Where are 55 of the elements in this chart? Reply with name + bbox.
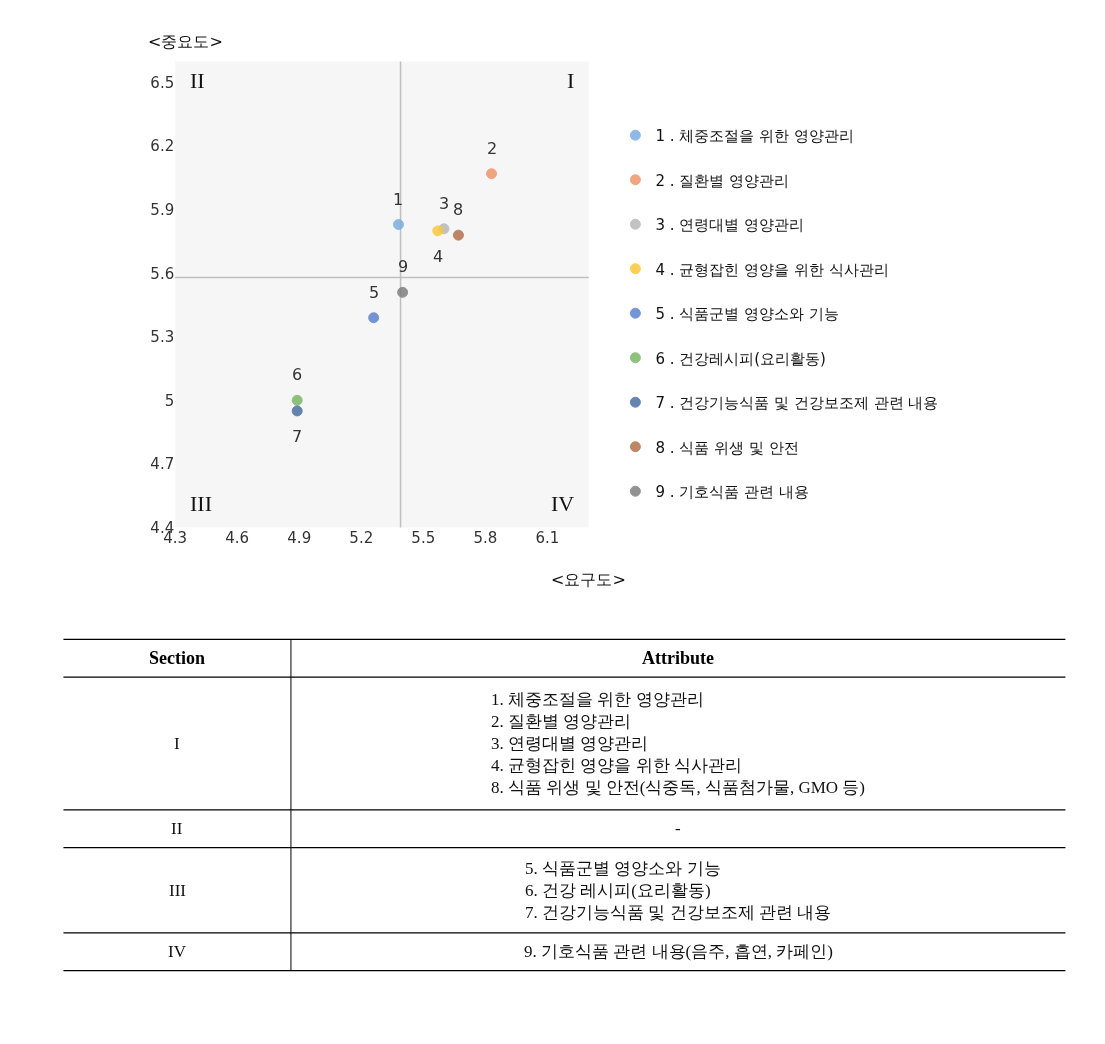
point (291, 394, 303, 406)
text: 5. 식품군별 영양소와 기능 6. 건강 레시피(요리활동) 7. 건강기능식품 및 건강보조제 관련 내용 (525, 859, 831, 923)
annotation: III (190, 491, 212, 516)
x-tick-label: 5.2 (349, 529, 374, 548)
legend-label: 1 . 체중조절을 위한 영양관리 (655, 127, 854, 146)
y-tick-label: 5 (164, 391, 175, 410)
point (392, 219, 404, 231)
point (397, 286, 409, 298)
legend-label: 8 . 식품 위생 및 안전 (655, 438, 799, 457)
point (432, 225, 444, 237)
point (291, 405, 303, 417)
annotation: 8 (453, 200, 464, 219)
text: I (174, 734, 180, 753)
legend-label: 4 . 균형잡힌 영양을 위한 식사관리 (655, 260, 889, 279)
text: III (169, 881, 186, 900)
annotation: 3 (439, 194, 450, 213)
point (452, 229, 464, 241)
annotation: IV (551, 491, 575, 516)
y-tick-label: 4.7 (150, 455, 175, 474)
text: II (171, 819, 183, 838)
y-tick-label: 6.5 (150, 73, 175, 92)
annotation: 2 (487, 139, 498, 158)
x-tick-label: 4.9 (287, 529, 312, 548)
annotation: 9 (398, 257, 409, 276)
annotation: 4 (433, 247, 444, 266)
annotation: II (190, 68, 205, 93)
y-tick-label: 5.9 (150, 200, 175, 219)
legend-label: 5 . 식품군별 영양소와 기능 (655, 305, 839, 324)
point (486, 168, 498, 180)
annotation: 5 (369, 283, 380, 302)
text: 1. 체중조절을 위한 영양관리 2. 질환별 영양관리 3. 연령대별 영양관리 4. 균형잡힌 영양을 위한 식사관리 8. 식품 위생 및 안전(식중독, 식품첨가물, GMO 등) (491, 690, 865, 798)
category-label: Attribute (642, 648, 714, 668)
annotation: I (567, 68, 575, 93)
x-tick-label: 4.6 (225, 529, 250, 548)
x-axis-title: <요구도> (551, 570, 626, 589)
legend-label: 6 . 건강레시피(요리활동) (655, 349, 826, 368)
x-tick-label: 6.1 (535, 529, 560, 548)
category-label: Section (149, 648, 205, 668)
y-tick-label: 6.2 (150, 137, 175, 156)
text: - (675, 819, 681, 838)
point (368, 312, 380, 324)
annotation: 6 (292, 365, 303, 384)
annotation: 1 (393, 190, 404, 209)
y-axis-title: <중요도> (148, 32, 223, 51)
x-tick-label: 5.5 (411, 529, 436, 548)
text: IV (168, 942, 186, 961)
legend-label: 7 . 건강기능식품 및 건강보조제 관련 내용 (655, 394, 939, 413)
legend-label: 9 . 기호식품 관련 내용 (655, 483, 809, 502)
y-tick-label: 5.6 (150, 264, 175, 283)
legend-label: 2 . 질환별 영양관리 (655, 171, 789, 190)
y-tick-label: 5.3 (150, 328, 175, 347)
legend-label: 3 . 연령대별 영양관리 (655, 216, 804, 235)
x-tick-label: 5.8 (473, 529, 498, 548)
text: 9. 기호식품 관련 내용(음주, 흡연, 카페인) (524, 942, 833, 961)
annotation: 7 (292, 427, 303, 446)
